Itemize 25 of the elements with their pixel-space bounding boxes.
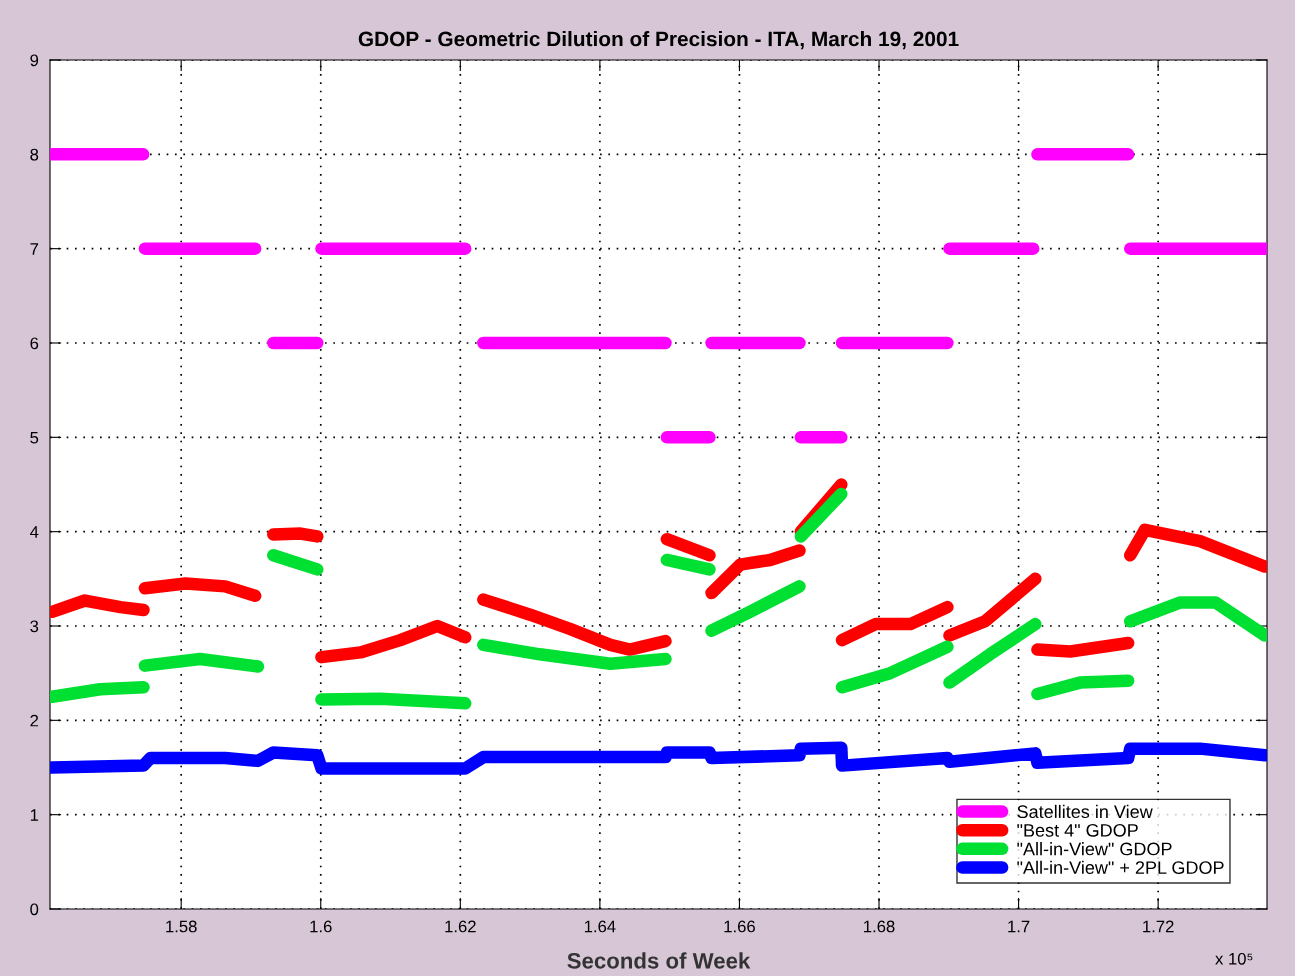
- legend-label: "All-in-View" GDOP: [1017, 842, 1172, 856]
- y-tick-label: 5: [30, 431, 39, 444]
- legend-label: Satellites in View: [1017, 804, 1153, 819]
- y-tick-label: 2: [30, 714, 39, 727]
- y-tick-label: 3: [30, 620, 39, 633]
- y-tick-label: 0: [30, 903, 39, 916]
- legend-label: "All-in-View" + 2PL GDOP: [1017, 860, 1224, 875]
- x-tick-label: 1.64: [584, 920, 616, 933]
- x-tick-label: 1.68: [864, 920, 895, 933]
- legend-label: "Best 4" GDOP: [1017, 823, 1138, 837]
- x-tick-label: 1.6: [310, 920, 332, 933]
- y-tick-label: 9: [30, 54, 39, 67]
- x-tick-label: 1.7: [1008, 920, 1030, 933]
- x-tick-label: 1.58: [166, 920, 197, 933]
- x-tick-label: 1.66: [724, 920, 755, 933]
- x-axis-title: Seconds of Week: [567, 952, 751, 969]
- x-tick-label: 1.62: [445, 920, 476, 933]
- chart-title: GDOP - Geometric Dilution of Precision - ITA, March 19, 2001: [358, 31, 959, 50]
- y-tick-label: 8: [30, 148, 39, 161]
- x-tick-label: 1.72: [1143, 920, 1174, 933]
- text: x 10⁵: [1215, 952, 1253, 965]
- y-tick-label: 7: [30, 243, 39, 255]
- y-tick-label: 1: [30, 809, 39, 821]
- y-tick-label: 4: [30, 526, 39, 538]
- y-tick-label: 6: [30, 337, 39, 350]
